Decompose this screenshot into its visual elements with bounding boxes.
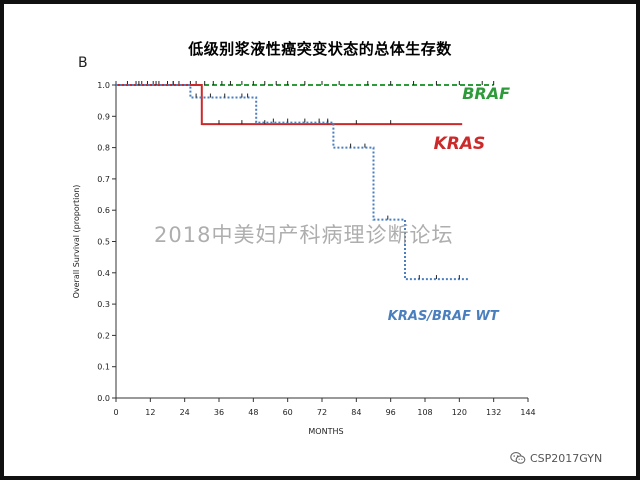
slide-title: 低级别浆液性癌突变状态的总体生存数 (188, 40, 452, 58)
x-tick-label: 132 (486, 408, 501, 417)
series-kras (116, 84, 463, 126)
x-tick-label: 108 (417, 408, 432, 417)
axes: 0 12 24 36 48 60 72 84 96 108 120 132 144 0.0 0.1 0.2 0.… (72, 81, 536, 436)
y-tick-label: 0.7 (97, 175, 110, 184)
x-tick-label: 96 (386, 408, 396, 417)
x-tick-label: 48 (248, 408, 258, 417)
x-tick-label: 144 (520, 408, 535, 417)
y-tick-label: 0.2 (97, 331, 110, 340)
blank-overlay (174, 296, 322, 362)
x-tick-label: 84 (351, 408, 361, 417)
y-tick-label: 0.8 (97, 144, 110, 153)
series-layer (116, 81, 495, 281)
x-tick-label: 72 (317, 408, 327, 417)
x-axis-title: MONTHS (308, 427, 343, 436)
series-kras-braf-wt (116, 81, 468, 281)
y-axis-title: Overall Survival (proportion) (72, 185, 81, 299)
watermark-text: 2018中美妇产科病理诊断论坛 (154, 223, 454, 247)
slide: 低级别浆液性癌突变状态的总体生存数 B 0 12 24 36 48 60 72 84 96 108… (4, 4, 636, 476)
wechat-icon (510, 452, 526, 464)
y-tick-label: 0.9 (97, 112, 110, 121)
y-tick-label: 0.5 (97, 238, 110, 247)
x-tick-label: 24 (180, 408, 190, 417)
x-tick-label: 36 (214, 408, 224, 417)
survival-chart: B 0 12 24 36 48 60 72 84 96 108 120 132 144 0.0 0.1 0.2… (72, 55, 536, 436)
y-tick-label: 0.0 (97, 394, 110, 403)
series-label: KRAS/BRAF WT (388, 309, 500, 324)
y-tick-label: 1.0 (97, 81, 110, 90)
x-tick-label: 120 (452, 408, 467, 417)
y-tick-label: 0.1 (97, 363, 110, 372)
series-label: KRAS (434, 134, 486, 154)
survival-curve (116, 84, 463, 126)
x-tick-label: 60 (283, 408, 293, 417)
x-tick-label: 12 (145, 408, 155, 417)
credit: CSP2017GYN (510, 451, 602, 465)
series-label: BRAF (462, 84, 510, 103)
x-tick-label: 0 (113, 408, 118, 417)
credit-text: CSP2017GYN (530, 451, 603, 465)
y-tick-label: 0.3 (97, 300, 110, 309)
survival-curve (116, 84, 468, 281)
panel-label: B (78, 55, 88, 71)
series-labels: BRAF KRAS KRAS/BRAF WT (388, 84, 510, 324)
y-tick-label: 0.4 (97, 269, 110, 278)
y-tick-label: 0.6 (97, 206, 110, 215)
